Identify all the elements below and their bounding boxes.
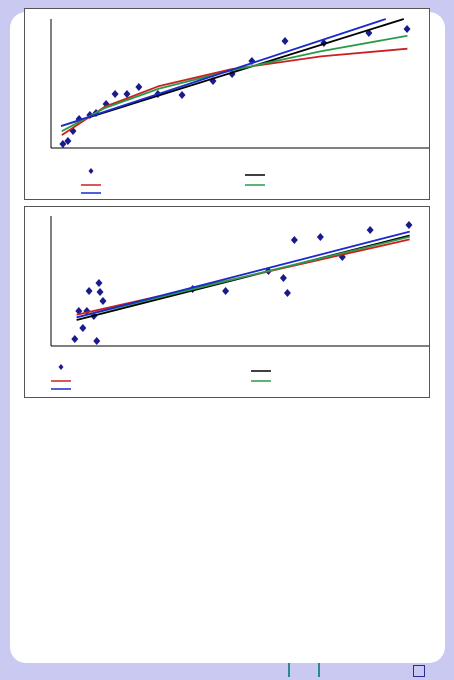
- data-point: [59, 140, 67, 148]
- data-point: [99, 297, 107, 306]
- data-point: [366, 226, 374, 235]
- data-point: [95, 278, 103, 287]
- data-point: [83, 307, 91, 316]
- data-point: [283, 288, 291, 297]
- trend-line: [61, 34, 408, 133]
- data-point: [135, 82, 143, 91]
- legend-marker: [58, 364, 64, 370]
- data-point: [403, 25, 411, 34]
- data-point: [316, 233, 324, 242]
- data-point: [123, 89, 131, 98]
- data-point: [222, 287, 230, 296]
- data-point: [93, 337, 101, 346]
- trend-line: [60, 18, 405, 127]
- chart: [24, 206, 430, 398]
- data-point: [279, 274, 287, 283]
- nav-home[interactable]: [413, 665, 425, 677]
- plot: [71, 220, 413, 346]
- data-point: [71, 334, 79, 343]
- data-point: [290, 236, 298, 245]
- nav-back[interactable]: [288, 663, 290, 677]
- legend-marker: [88, 168, 94, 174]
- nav-forward[interactable]: [318, 663, 320, 677]
- data-point: [178, 90, 186, 99]
- data-point: [64, 137, 72, 146]
- data-point: [228, 69, 236, 78]
- data-point: [79, 324, 87, 333]
- data-point: [96, 288, 104, 297]
- data-point: [85, 287, 93, 296]
- data-point: [405, 220, 413, 229]
- trend-line: [76, 230, 410, 319]
- chart: [24, 8, 430, 200]
- trend-line: [60, 18, 387, 127]
- data-point: [281, 37, 289, 46]
- data-point: [111, 89, 119, 98]
- plot: [59, 18, 411, 148]
